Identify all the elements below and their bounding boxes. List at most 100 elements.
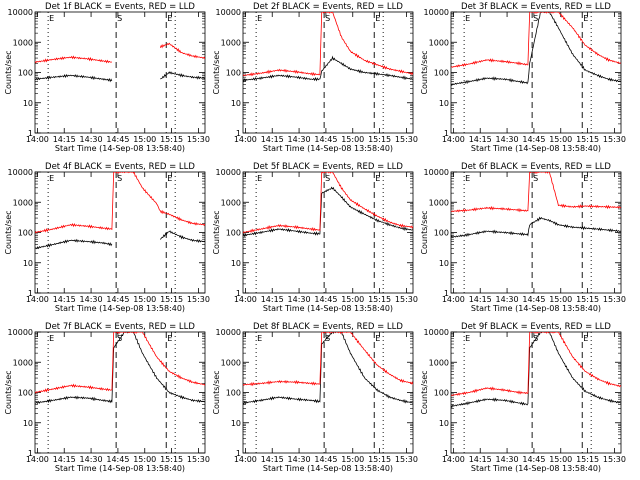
events-series-line <box>243 332 413 405</box>
y-tick-label: 10000 <box>216 8 241 17</box>
detector-panel: Det 2f BLACK = Events, RED = LLD 1 10 100 10… <box>212 2 418 153</box>
x-tick-label: 15:00 <box>133 135 156 144</box>
panel-title: Det 9f BLACK = Events, RED = LLD <box>461 322 611 332</box>
time-marker-label: E <box>257 334 262 343</box>
time-marker-label: E <box>465 14 470 23</box>
detector-panel: Det 4f BLACK = Events, RED = LLD 1 10 100 10… <box>4 162 210 313</box>
y-axis-label: Counts/sec <box>212 370 221 414</box>
y-tick-label: 10 <box>23 419 33 428</box>
x-tick-label: 14:30 <box>80 295 103 304</box>
detector-panel: Det 7f BLACK = Events, RED = LLD 1 10 100 10… <box>4 322 210 473</box>
y-tick-label: 100 <box>434 69 449 78</box>
time-marker-label: E <box>167 14 172 23</box>
y-tick-label: 10000 <box>424 168 449 177</box>
x-axis-label: Start Time (14-Sep-08 13:58:40) <box>55 304 185 313</box>
y-tick-label: 10000 <box>424 328 449 337</box>
lld-series-line <box>35 42 205 64</box>
x-axis-label: Start Time (14-Sep-08 13:58:40) <box>55 464 185 473</box>
x-tick-label: 14:45 <box>106 135 129 144</box>
x-tick-label: 15:30 <box>395 455 418 464</box>
x-tick-label: 14:30 <box>288 135 311 144</box>
x-tick-label: 15:30 <box>395 135 418 144</box>
events-series-line <box>35 230 205 250</box>
y-tick-label: 10 <box>231 99 241 108</box>
events-series-line <box>35 71 205 83</box>
events-series-line <box>451 216 621 239</box>
x-tick-label: 15:00 <box>341 135 364 144</box>
y-tick-label: 100 <box>226 69 241 78</box>
y-axis-label: Counts/sec <box>420 50 429 94</box>
x-tick-label: 14:30 <box>496 295 519 304</box>
x-tick-label: 15:00 <box>549 295 572 304</box>
y-tick-label: 100 <box>434 389 449 398</box>
y-tick-label: 1000 <box>221 358 241 367</box>
x-tick-label: 15:30 <box>603 295 626 304</box>
y-tick-label: 1000 <box>221 198 241 207</box>
x-axis-label: Start Time (14-Sep-08 13:58:40) <box>263 464 393 473</box>
x-tick-label: 15:15 <box>160 295 183 304</box>
lld-series-line <box>243 172 413 234</box>
y-tick-label: 10000 <box>8 328 33 337</box>
time-marker-label: E <box>375 334 380 343</box>
x-tick-label: 15:30 <box>395 295 418 304</box>
lld-series-line <box>243 12 413 77</box>
time-marker-label: S <box>533 174 538 183</box>
y-tick-label: 10000 <box>8 168 33 177</box>
lld-series-line <box>451 332 621 396</box>
y-tick-label: 10 <box>231 259 241 268</box>
time-marker-label: E <box>465 174 470 183</box>
y-tick-label: 100 <box>434 229 449 238</box>
time-marker-label: S <box>325 334 330 343</box>
x-tick-label: 14:30 <box>496 455 519 464</box>
panel-title: Det 7f BLACK = Events, RED = LLD <box>45 322 195 332</box>
panel-title: Det 6f BLACK = Events, RED = LLD <box>461 162 611 172</box>
x-tick-label: 15:00 <box>133 455 156 464</box>
y-tick-label: 1 <box>236 289 241 298</box>
y-tick-label: 1 <box>444 129 449 138</box>
y-tick-label: 100 <box>18 389 33 398</box>
time-marker-label: E <box>583 14 588 23</box>
time-marker-label: E <box>167 174 172 183</box>
y-tick-label: 10 <box>23 259 33 268</box>
x-tick-label: 15:00 <box>341 295 364 304</box>
plot-frame <box>450 331 622 454</box>
x-tick-label: 15:15 <box>576 295 599 304</box>
x-tick-label: 14:45 <box>106 295 129 304</box>
plot-frame <box>34 331 206 454</box>
x-tick-label: 14:00 <box>442 135 465 144</box>
x-tick-label: 14:15 <box>261 135 284 144</box>
time-marker-label: E <box>49 14 54 23</box>
detector-panel: Det 6f BLACK = Events, RED = LLD 1 10 100 10… <box>420 162 626 313</box>
x-tick-label: 14:15 <box>469 135 492 144</box>
time-marker-label: S <box>325 14 330 23</box>
y-axis-label: Counts/sec <box>4 370 13 414</box>
lld-series-line <box>35 172 205 234</box>
time-marker-label: E <box>257 174 262 183</box>
lld-series-line <box>451 172 621 213</box>
y-tick-label: 1 <box>236 449 241 458</box>
x-axis-label: Start Time (14-Sep-08 13:58:40) <box>471 144 601 153</box>
events-series-line <box>35 332 205 405</box>
x-tick-label: 14:45 <box>522 455 545 464</box>
x-tick-label: 15:30 <box>603 135 626 144</box>
x-tick-label: 15:15 <box>576 135 599 144</box>
time-marker-label: E <box>583 174 588 183</box>
x-tick-label: 14:15 <box>261 455 284 464</box>
y-tick-label: 1 <box>28 129 33 138</box>
x-tick-label: 14:15 <box>261 295 284 304</box>
plot-frame <box>34 11 206 134</box>
x-tick-label: 15:15 <box>160 135 183 144</box>
detector-panel: Det 1f BLACK = Events, RED = LLD 1 10 100 10… <box>4 2 210 153</box>
y-tick-label: 10 <box>439 419 449 428</box>
y-tick-label: 100 <box>226 229 241 238</box>
x-tick-label: 14:00 <box>234 135 257 144</box>
x-tick-label: 14:45 <box>314 455 337 464</box>
x-tick-label: 15:15 <box>368 455 391 464</box>
panel-title: Det 1f BLACK = Events, RED = LLD <box>45 2 195 12</box>
x-tick-label: 15:30 <box>187 295 210 304</box>
y-tick-label: 1 <box>28 289 33 298</box>
x-tick-label: 14:15 <box>53 295 76 304</box>
x-tick-label: 14:30 <box>80 135 103 144</box>
y-tick-label: 100 <box>18 69 33 78</box>
